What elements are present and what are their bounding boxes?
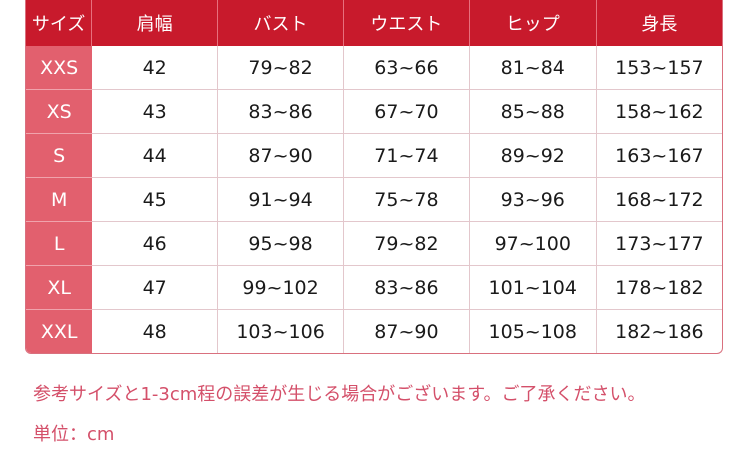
table-row: XXS 42 79~82 63~66 81~84 153~157 (26, 46, 722, 90)
table-cell: 101~104 (469, 266, 597, 310)
table-cell: 87~90 (344, 310, 470, 353)
table-cell: 43 (92, 90, 218, 134)
column-header: ヒップ (469, 0, 597, 46)
table-cell: 91~94 (217, 178, 345, 222)
table-cell: 45 (92, 178, 218, 222)
size-label: S (26, 134, 93, 178)
disclaimer-note: 参考サイズと1-3cm程の誤差が生じる場合がございます。ご了承ください。 (33, 384, 646, 405)
table-cell: 44 (92, 134, 218, 178)
table-row: XS 43 83~86 67~70 85~88 158~162 (26, 90, 722, 134)
table-cell: 87~90 (217, 134, 345, 178)
table-cell: 103~106 (218, 310, 345, 353)
size-label: L (26, 222, 93, 266)
table-row: XL 47 99~102 83~86 101~104 178~182 (26, 266, 722, 310)
table-cell: 168~172 (596, 178, 722, 222)
unit-note: 単位：cm (33, 424, 115, 445)
table-cell: 178~182 (596, 266, 722, 310)
table-cell: 81~84 (469, 46, 597, 90)
table-cell: 67~70 (344, 90, 470, 134)
size-label: XS (26, 90, 93, 134)
column-header: 肩幅 (92, 0, 218, 46)
table-cell: 97~100 (469, 222, 597, 266)
table-cell: 79~82 (217, 46, 345, 90)
table-cell: 83~86 (217, 90, 345, 134)
table-row: M 45 91~94 75~78 93~96 168~172 (26, 178, 722, 222)
column-header: ウエスト (344, 0, 470, 46)
table-cell: 46 (92, 222, 218, 266)
size-label: XL (26, 266, 93, 310)
size-label: M (26, 178, 93, 222)
table-cell: 63~66 (344, 46, 470, 90)
table-cell: 173~177 (596, 222, 722, 266)
table-cell: 158~162 (596, 90, 722, 134)
table-cell: 71~74 (344, 134, 470, 178)
table-cell: 99~102 (217, 266, 345, 310)
table-row: XXL 48 103~106 87~90 105~108 182~186 (26, 310, 722, 353)
table-cell: 153~157 (596, 46, 722, 90)
table-cell: 105~108 (470, 310, 597, 353)
column-header: 身長 (596, 0, 722, 46)
table-cell: 47 (92, 266, 218, 310)
size-label: XXL (26, 310, 93, 353)
table-cell: 163~167 (596, 134, 722, 178)
size-label: XXS (26, 46, 93, 90)
table-cell: 75~78 (344, 178, 470, 222)
table-cell: 95~98 (217, 222, 345, 266)
table-cell: 182~186 (615, 320, 704, 343)
table-cell: 83~86 (344, 266, 470, 310)
size-chart-table: サイズ 肩幅 バスト ウエスト ヒップ 身長 XXS 42 79~82 63~66 81~84 15… (25, 0, 723, 354)
table-row: L 46 95~98 79~82 97~100 173~177 (26, 222, 722, 266)
header-row: サイズ 肩幅 バスト ウエスト ヒップ 身長 (26, 0, 722, 46)
column-header: バスト (217, 0, 345, 46)
table-cell: 79~82 (344, 222, 470, 266)
table-cell: 85~88 (469, 90, 597, 134)
table-cell: 48 (92, 310, 218, 353)
table-cell: 89~92 (469, 134, 597, 178)
table-cell: 93~96 (469, 178, 597, 222)
table-row: S 44 87~90 71~74 89~92 163~167 (26, 134, 722, 178)
table-cell: 42 (92, 46, 218, 90)
column-header: サイズ (26, 0, 93, 46)
